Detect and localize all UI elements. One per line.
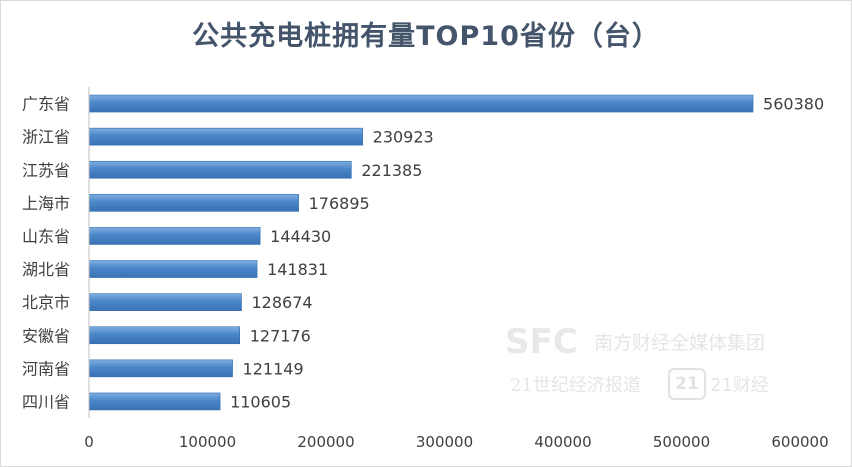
category-label: 湖北省 [22,260,70,279]
category-label: 江苏省 [22,161,70,180]
category-label: 浙江省 [22,128,70,147]
bars-layer [88,94,754,411]
bar-江苏省 [88,160,352,179]
x-tick-label: 100000 [179,433,236,451]
data-label: 141831 [267,260,328,279]
data-label: 110605 [230,392,291,411]
category-label: 上海市 [22,194,70,213]
watermark-outlet-b: 21财经 [710,375,769,396]
data-label: 221385 [361,161,422,180]
data-label: 128674 [251,293,312,312]
data-label: 560380 [763,95,824,114]
category-label: 北京市 [22,293,70,312]
bar-湖北省 [88,260,258,278]
data-label: 121149 [243,359,304,378]
bar-山东省 [88,227,261,245]
bar-四川省 [88,392,221,411]
x-tick-label: 400000 [534,433,591,451]
x-tick-label: 600000 [771,433,828,451]
watermark-outlet-a: 21世纪经济报道 [510,375,641,396]
bar-北京市 [88,293,242,311]
bar-广东省 [88,94,754,113]
category-label: 河南省 [22,359,70,378]
x-tick-label: 0 [84,433,94,451]
category-label: 广东省 [22,95,70,114]
bar-安徽省 [88,326,241,345]
watermark-21-badge: 21 [668,368,706,400]
data-label: 230923 [373,128,434,147]
category-label: 山东省 [22,227,70,246]
category-label: 安徽省 [22,326,70,345]
x-tick-label: 200000 [297,433,354,451]
x-tick-label: 500000 [653,433,710,451]
x-tick-label: 300000 [416,433,473,451]
category-label: 四川省 [22,392,70,411]
labels-layer: 广东省 560380 浙江省 230923 江苏省 221385 上海市 176895 山东省 1… [22,95,829,451]
data-label: 176895 [309,194,370,213]
data-label: 127176 [250,326,311,345]
data-label: 144430 [270,227,331,246]
watermark-group-name: 南方财经全媒体集团 [594,332,766,354]
watermark-brand: SFC [505,322,578,362]
bar-浙江省 [88,127,363,146]
chart-title: 公共充电桩拥有量TOP10省份（台） [192,21,660,52]
bar-河南省 [88,359,233,378]
bar-上海市 [88,194,299,212]
